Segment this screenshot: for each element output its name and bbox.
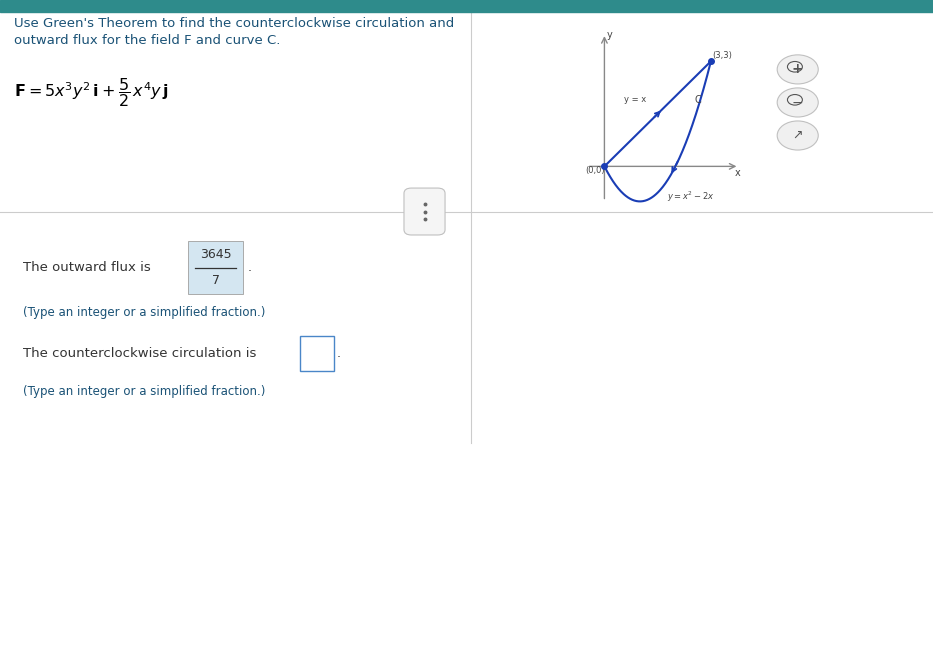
Text: Use Green's Theorem to find the counterclockwise circulation and
outward flux fo: Use Green's Theorem to find the counterc… [14,17,454,46]
FancyBboxPatch shape [188,241,243,295]
Text: (Type an integer or a simplified fraction.): (Type an integer or a simplified fractio… [23,306,266,319]
Text: x: x [734,169,741,178]
FancyBboxPatch shape [404,188,445,235]
Text: 3645: 3645 [200,248,231,261]
Text: The counterclockwise circulation is: The counterclockwise circulation is [23,347,257,360]
Text: (Type an integer or a simplified fraction.): (Type an integer or a simplified fractio… [23,385,266,399]
Text: $y=x^2-2x$: $y=x^2-2x$ [666,189,714,204]
Text: ↗: ↗ [792,129,803,142]
Bar [0,0,933,12]
Circle shape [777,55,818,84]
Text: C: C [695,95,702,105]
Text: $\mathbf{F}=5x^3y^2\,\mathbf{i}+\dfrac{5}{2}\,x^4y\,\mathbf{j}$: $\mathbf{F}=5x^3y^2\,\mathbf{i}+\dfrac{5… [14,76,169,109]
Text: .: . [337,347,341,360]
Text: +: + [792,62,803,77]
Text: (0,0): (0,0) [585,167,605,175]
Circle shape [777,121,818,150]
Text: (3,3): (3,3) [713,51,732,59]
Text: The outward flux is: The outward flux is [23,261,151,274]
Text: y = x: y = x [624,95,647,104]
Text: .: . [247,261,251,274]
FancyBboxPatch shape [300,336,334,371]
Text: 7: 7 [212,274,219,288]
Circle shape [777,88,818,117]
Text: −: − [792,95,803,110]
Text: y: y [606,30,613,40]
